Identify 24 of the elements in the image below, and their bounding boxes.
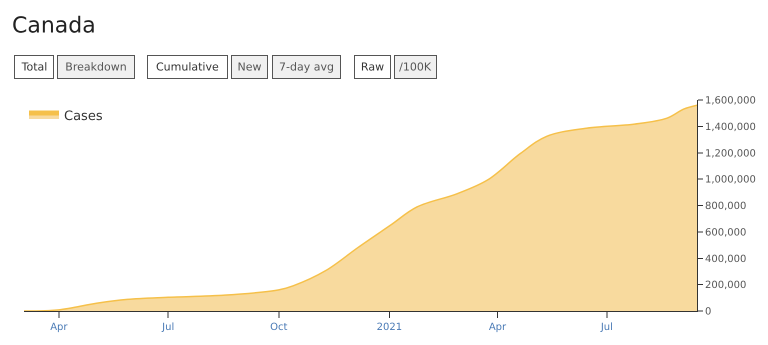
y-tick-label: 1,000,000 [705,174,756,186]
y-tick-label: 800,000 [705,201,746,212]
text: 7-day avg [279,60,334,74]
text: Total [20,60,48,74]
x-tick-label: Oct [270,322,288,333]
chart-title: Canada [12,14,96,39]
x-tick-label: Jul [600,322,613,333]
text: /100K [399,60,432,74]
x-tick-label: 2021 [376,322,402,333]
text: Cumulative [156,60,220,74]
y-tick-label: 0 [705,306,712,318]
text: Breakdown [65,60,127,74]
y-tick-label: 400,000 [705,254,746,265]
x-tick-label: Apr [488,322,508,333]
y-tick-label: 200,000 [705,280,746,292]
y-tick-label: 1,400,000 [705,122,756,133]
legend-label: Cases [64,109,103,124]
y-tick-label: 600,000 [705,227,746,238]
x-tick-label: Apr [50,322,68,333]
y-tick-label: 1,600,000 [705,96,756,106]
text: New [238,60,262,74]
x-tick-label: Jul [161,322,174,333]
y-tick-label: 1,200,000 [705,148,756,160]
text: Raw [360,60,384,74]
